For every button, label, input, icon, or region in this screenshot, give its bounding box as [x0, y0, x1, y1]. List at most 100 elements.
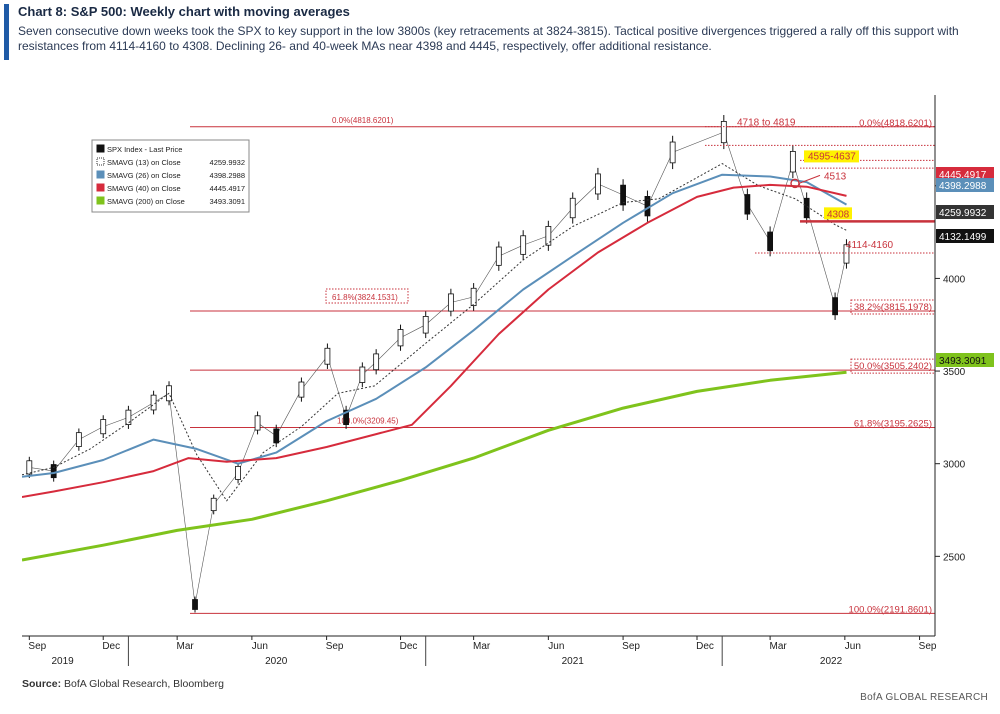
ma-line-4 — [22, 370, 847, 562]
candle-body — [397, 329, 404, 347]
title-accent-bar — [4, 4, 9, 60]
ma-line-3 — [22, 183, 847, 498]
x-month-label: Sep — [919, 641, 937, 652]
legend-label: SPX Index - Last Price — [107, 145, 182, 154]
legend-value: 4445.4917 — [210, 184, 245, 193]
fib-level-label-right: 38.2%(3815.1978) — [854, 302, 932, 313]
right-value-badge — [936, 205, 994, 219]
candle-body — [50, 464, 57, 479]
x-month-label: Sep — [28, 641, 46, 652]
right-value-label: 4398.2988 — [939, 181, 987, 192]
candle-body — [26, 460, 33, 475]
resistance-label: 4114-4160 — [846, 240, 894, 251]
candle-body — [373, 353, 380, 371]
x-month-label: Jun — [548, 641, 564, 652]
y-tick-label: 3000 — [943, 460, 966, 471]
resistance-highlight — [824, 207, 852, 220]
right-value-badge — [936, 178, 994, 192]
x-month-label: Sep — [622, 641, 640, 652]
fib-level-label-right: 100.0%(2191.8601) — [849, 604, 932, 615]
price-series — [22, 115, 850, 613]
legend-label: SMAVG (40) on Close — [107, 184, 181, 193]
candle-body — [359, 366, 366, 383]
x-year-label: 2019 — [51, 656, 74, 667]
y-tick-label: 2500 — [943, 552, 966, 563]
candle-body — [744, 194, 751, 215]
candle-body — [298, 381, 305, 398]
candle-body — [620, 184, 626, 206]
candle-body — [324, 347, 331, 365]
source-label: Source: — [22, 678, 62, 690]
fib-level-label-left: 61.8%(3824.1531) — [332, 293, 398, 302]
candle-body — [545, 226, 552, 246]
candle-body — [669, 141, 676, 164]
right-value-label: 4445.4917 — [939, 170, 987, 181]
candle-body — [832, 297, 838, 316]
x-month-label: Sep — [326, 641, 344, 652]
candle-body — [100, 419, 107, 435]
candle-body — [767, 231, 774, 252]
legend-label: SMAVG (200) on Close — [107, 197, 185, 206]
y-tick-label: 4000 — [943, 274, 966, 285]
candle-body — [343, 409, 349, 426]
candle-body — [192, 599, 198, 610]
candle-body — [235, 466, 241, 480]
candle-body — [569, 197, 576, 219]
resistance-label: 4308 — [827, 209, 850, 220]
x-month-label: Dec — [696, 641, 714, 652]
fib-level-label-right: 0.0%(4818.6201) — [859, 118, 932, 129]
x-month-label: Mar — [177, 641, 195, 652]
ma-line-2 — [22, 173, 847, 478]
resistance-zone-label: 4718 to 4819 — [737, 118, 796, 129]
fib-level-label-left: 0.0%(4818.6201) — [332, 116, 394, 125]
candle-body — [75, 432, 82, 447]
candle-body — [720, 121, 727, 144]
x-month-label: Mar — [769, 641, 787, 652]
chart-subtitle: Seven consecutive down weeks took the SP… — [18, 24, 959, 53]
legend-value: 4398.2988 — [210, 171, 245, 180]
legend-box — [91, 139, 250, 213]
x-month-label: Dec — [102, 641, 120, 652]
ma-line-1 — [22, 163, 847, 502]
candle-body — [447, 293, 454, 312]
legend-swatch — [96, 170, 105, 179]
candle-body — [254, 415, 261, 431]
legend-label: SMAVG (26) on Close — [107, 171, 181, 180]
resistance-zone-label: 4595-4637 — [808, 151, 856, 162]
fib-level-label-right: 50.0%(3505.2402) — [854, 361, 932, 372]
candle-body — [422, 316, 429, 334]
source-text: BofA Global Research, Bloomberg — [64, 678, 224, 690]
candle-body — [273, 428, 280, 444]
candle-body — [495, 246, 502, 266]
legend-label: SMAVG (13) on Close — [107, 158, 181, 167]
fib-level-label-left: 100.0%(3209.45) — [337, 417, 399, 426]
candle-body — [595, 173, 601, 195]
legend-value: 4259.9932 — [210, 158, 245, 167]
right-value-badge — [936, 229, 994, 243]
resistance-annotations: 4718 to 4819 4595-4637 4308 4114-4160 4513 — [705, 118, 935, 254]
x-month-label: Mar — [473, 641, 491, 652]
x-year-label: 2021 — [562, 656, 585, 667]
legend-value: 3493.3091 — [210, 197, 245, 206]
right-value-badge — [936, 353, 994, 367]
candle-body — [210, 497, 217, 512]
candle-body — [125, 409, 132, 426]
right-value-badge — [936, 167, 994, 181]
candle-body — [470, 287, 477, 307]
chart-legend: SPX Index - Last Price SMAVG (13) on Clos… — [91, 139, 250, 213]
source-note: Source: BofA Global Research, Bloomberg — [22, 678, 224, 690]
resistance-zone-highlight — [804, 150, 859, 163]
candle-body — [789, 151, 796, 173]
candle-body — [843, 244, 850, 264]
x-month-label: Jun — [845, 641, 861, 652]
chart-title: Chart 8: S&P 500: Weekly chart with movi… — [18, 4, 350, 19]
annotation-arrow — [798, 174, 821, 184]
candle-body — [150, 394, 157, 411]
legend-swatch — [96, 144, 105, 153]
candle-body — [520, 235, 527, 255]
legend-swatch — [96, 196, 105, 205]
right-value-label: 4259.9932 — [939, 208, 987, 219]
x-month-label: Jun — [252, 641, 268, 652]
